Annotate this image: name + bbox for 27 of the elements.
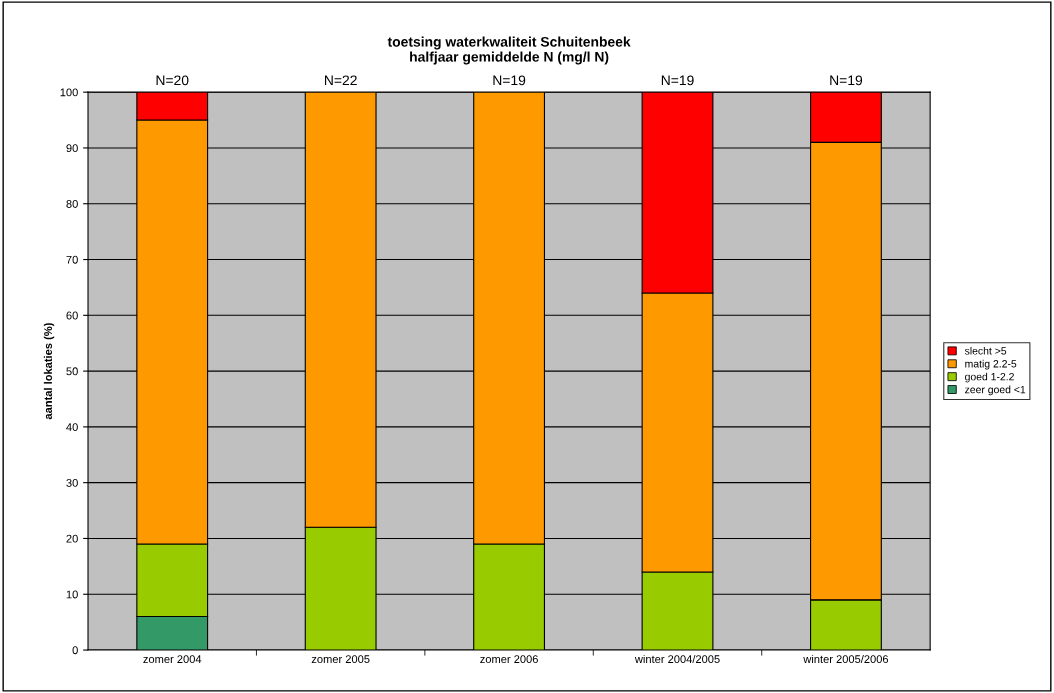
y-tick-label: 40	[66, 423, 78, 432]
x-tick-label: winter 2005/2006	[803, 654, 889, 664]
y-tick-label: 10	[66, 590, 78, 599]
annotation: N=19	[661, 75, 694, 86]
x-tick-label: zomer 2004	[143, 655, 202, 664]
x-tick-label: zomer 2005	[311, 655, 370, 664]
chart-title: toetsing waterkwaliteit Schuitenbeek halfjaar gemiddelde N (mg/l N)	[387, 36, 631, 65]
y-tick-label: 90	[66, 144, 78, 153]
x-tick-label: winter 2004/2005	[634, 654, 720, 664]
annotation: N=19	[830, 75, 863, 86]
y-axis-title: aantal lokaties (%)	[43, 323, 55, 420]
legend-label: zeer goed <1	[965, 385, 1026, 396]
x-tick-label: zomer 2006	[480, 655, 538, 664]
y-tick-label: 50	[66, 367, 78, 376]
annotation: N=20	[156, 75, 189, 86]
annotation: N=22	[325, 75, 357, 86]
legend-label: goed 1-2.2	[965, 372, 1014, 383]
legend-label: matig 2.2-5	[965, 359, 1017, 370]
legend-label: slecht >5	[964, 346, 1007, 355]
annotation: N=19	[493, 75, 526, 86]
y-tick-label: 100	[60, 88, 78, 97]
y-tick-label: 30	[66, 478, 78, 487]
y-tick-label: 60	[66, 311, 78, 320]
y-tick-label: 80	[66, 200, 78, 208]
y-tick-label: 70	[66, 255, 78, 264]
y-tick-label: 0	[72, 646, 78, 655]
y-tick-label: 20	[66, 534, 78, 543]
